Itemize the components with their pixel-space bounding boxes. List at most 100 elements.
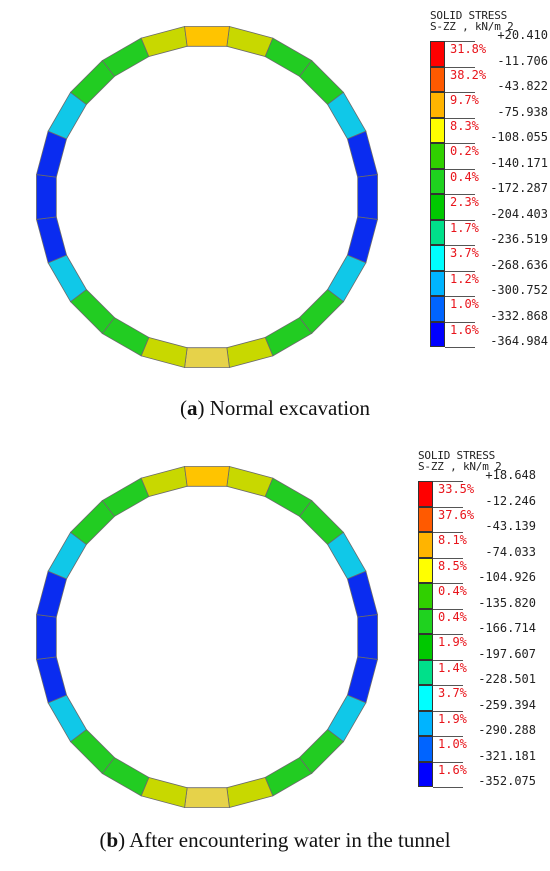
legend-swatch — [418, 583, 433, 609]
legend-tick-line — [445, 66, 475, 68]
legend-tick-label: -74.033 — [485, 544, 536, 559]
ring-segment — [226, 336, 274, 369]
legend-percent: 38.2% — [450, 67, 487, 82]
ring-segment — [346, 656, 379, 704]
legend-tick-line — [433, 736, 463, 737]
legend-tick-label: -43.822 — [497, 79, 548, 93]
legend-percent: 0.4% — [438, 584, 467, 598]
legend-tick-line — [433, 583, 463, 584]
legend-tick-label: -12.246 — [485, 493, 536, 508]
legend-title-line1: SOLID STRESS — [418, 449, 496, 462]
ring-segment — [184, 26, 230, 47]
legend-tick-label: -166.714 — [478, 621, 536, 635]
legend-percent: 9.7% — [450, 93, 479, 107]
legend-tick-line — [433, 761, 463, 763]
ring-segment — [35, 130, 68, 178]
ring-segment — [226, 465, 274, 498]
ring-segment — [346, 216, 379, 264]
ring-segment — [226, 776, 274, 809]
panel-a: SOLID STRESS S-ZZ , kN/m 2 +20.410 -11.70… — [35, 10, 550, 420]
legend-swatch — [418, 659, 433, 685]
legend-tick-line — [445, 321, 475, 323]
legend-tick-label: -75.938 — [497, 104, 548, 119]
legend-tick-label: -364.984 — [490, 334, 548, 348]
legend-swatch — [430, 117, 445, 143]
legend-swatch — [430, 66, 445, 92]
legend-tick-label: -259.394 — [478, 697, 536, 712]
ring-segment — [36, 614, 57, 660]
legend-swatch — [418, 481, 433, 507]
legend-tick-line — [433, 608, 463, 610]
ring-segment — [140, 25, 188, 58]
caption-letter: b — [106, 828, 119, 852]
legend-a: SOLID STRESS S-ZZ , kN/m 2 +20.410 -11.70… — [430, 10, 550, 348]
legend-tick-label: -197.607 — [478, 646, 536, 661]
legend-tick-line — [433, 506, 463, 508]
legend-tick-line — [433, 710, 463, 712]
legend-tick-line — [445, 270, 475, 272]
legend-tick-label: -268.636 — [490, 257, 548, 272]
legend-tick-label: -104.926 — [478, 570, 536, 584]
legend-tick-line — [445, 219, 475, 221]
legend-swatch — [430, 168, 445, 194]
legend-tick-label: -236.519 — [490, 232, 548, 246]
legend-tick-label: -172.287 — [490, 181, 548, 195]
legend-swatch — [418, 532, 433, 558]
legend-tick-line — [445, 245, 475, 246]
ring-segment — [35, 570, 68, 618]
legend-percent: 33.5% — [438, 482, 475, 496]
legend-swatch — [430, 143, 445, 169]
ring-segment — [226, 25, 274, 58]
caption-letter: a — [186, 396, 198, 420]
ring-segment — [357, 174, 378, 220]
legend-swatch — [418, 685, 433, 711]
legend-tick-label: -135.820 — [478, 595, 536, 610]
legend-percent: 1.7% — [450, 220, 479, 235]
legend-percent: 8.3% — [450, 118, 479, 133]
legend-swatch — [418, 557, 433, 583]
legend-tick-line — [445, 168, 475, 170]
legend-percent: 1.9% — [438, 635, 467, 649]
legend-swatch — [418, 761, 433, 787]
caption-b: (b) After encountering water in the tunn… — [99, 828, 451, 852]
legend-percent: 3.7% — [450, 246, 479, 260]
legend-tick-line — [445, 41, 475, 42]
ring-segment — [140, 776, 188, 809]
legend-swatch — [418, 608, 433, 634]
legend-percent: 31.8% — [450, 42, 487, 56]
legend-percent: 0.4% — [450, 169, 479, 184]
legend-swatch — [418, 710, 433, 736]
legend-tick-line — [433, 532, 463, 533]
legend-tick-label: -352.075 — [478, 774, 536, 788]
legend-percent: 1.4% — [438, 660, 467, 675]
legend-tick-line — [445, 347, 475, 348]
ring-segment — [140, 336, 188, 369]
caption-text: Normal excavation — [204, 396, 371, 420]
legend-percent: 1.6% — [438, 762, 467, 777]
legend-tick-line — [433, 481, 463, 482]
legend-tick-label: -300.752 — [490, 283, 548, 297]
legend-tick-line — [433, 787, 463, 788]
stress-ring-b — [35, 465, 379, 809]
legend-tick-line — [433, 685, 463, 686]
legend-tick-line — [445, 194, 475, 195]
legend-percent: 0.2% — [450, 144, 479, 158]
legend-percent: 1.6% — [450, 322, 479, 337]
legend-tick-label: -108.055 — [490, 130, 548, 144]
legend-tick-label: -332.868 — [490, 308, 548, 323]
legend-swatch — [430, 321, 445, 347]
ring-segment — [346, 130, 379, 178]
legend-tick-label: -204.403 — [490, 206, 548, 221]
legend-tick-line — [445, 92, 475, 93]
legend-swatch — [418, 506, 433, 532]
legend-percent: 1.0% — [438, 737, 467, 751]
caption-a: (a) Normal excavation — [179, 396, 371, 420]
legend-percent: 8.5% — [438, 558, 467, 573]
legend-tick-line — [433, 634, 463, 635]
legend-percent: 2.3% — [450, 195, 479, 209]
legend-tick-line — [433, 557, 463, 559]
panel-b: SOLID STRESS S-ZZ , kN/m 2 +18.648 -12.24… — [0, 440, 550, 871]
legend-percent: 1.2% — [450, 271, 479, 286]
legend-tick-label: -11.706 — [497, 53, 548, 68]
legend-swatch — [430, 219, 445, 245]
